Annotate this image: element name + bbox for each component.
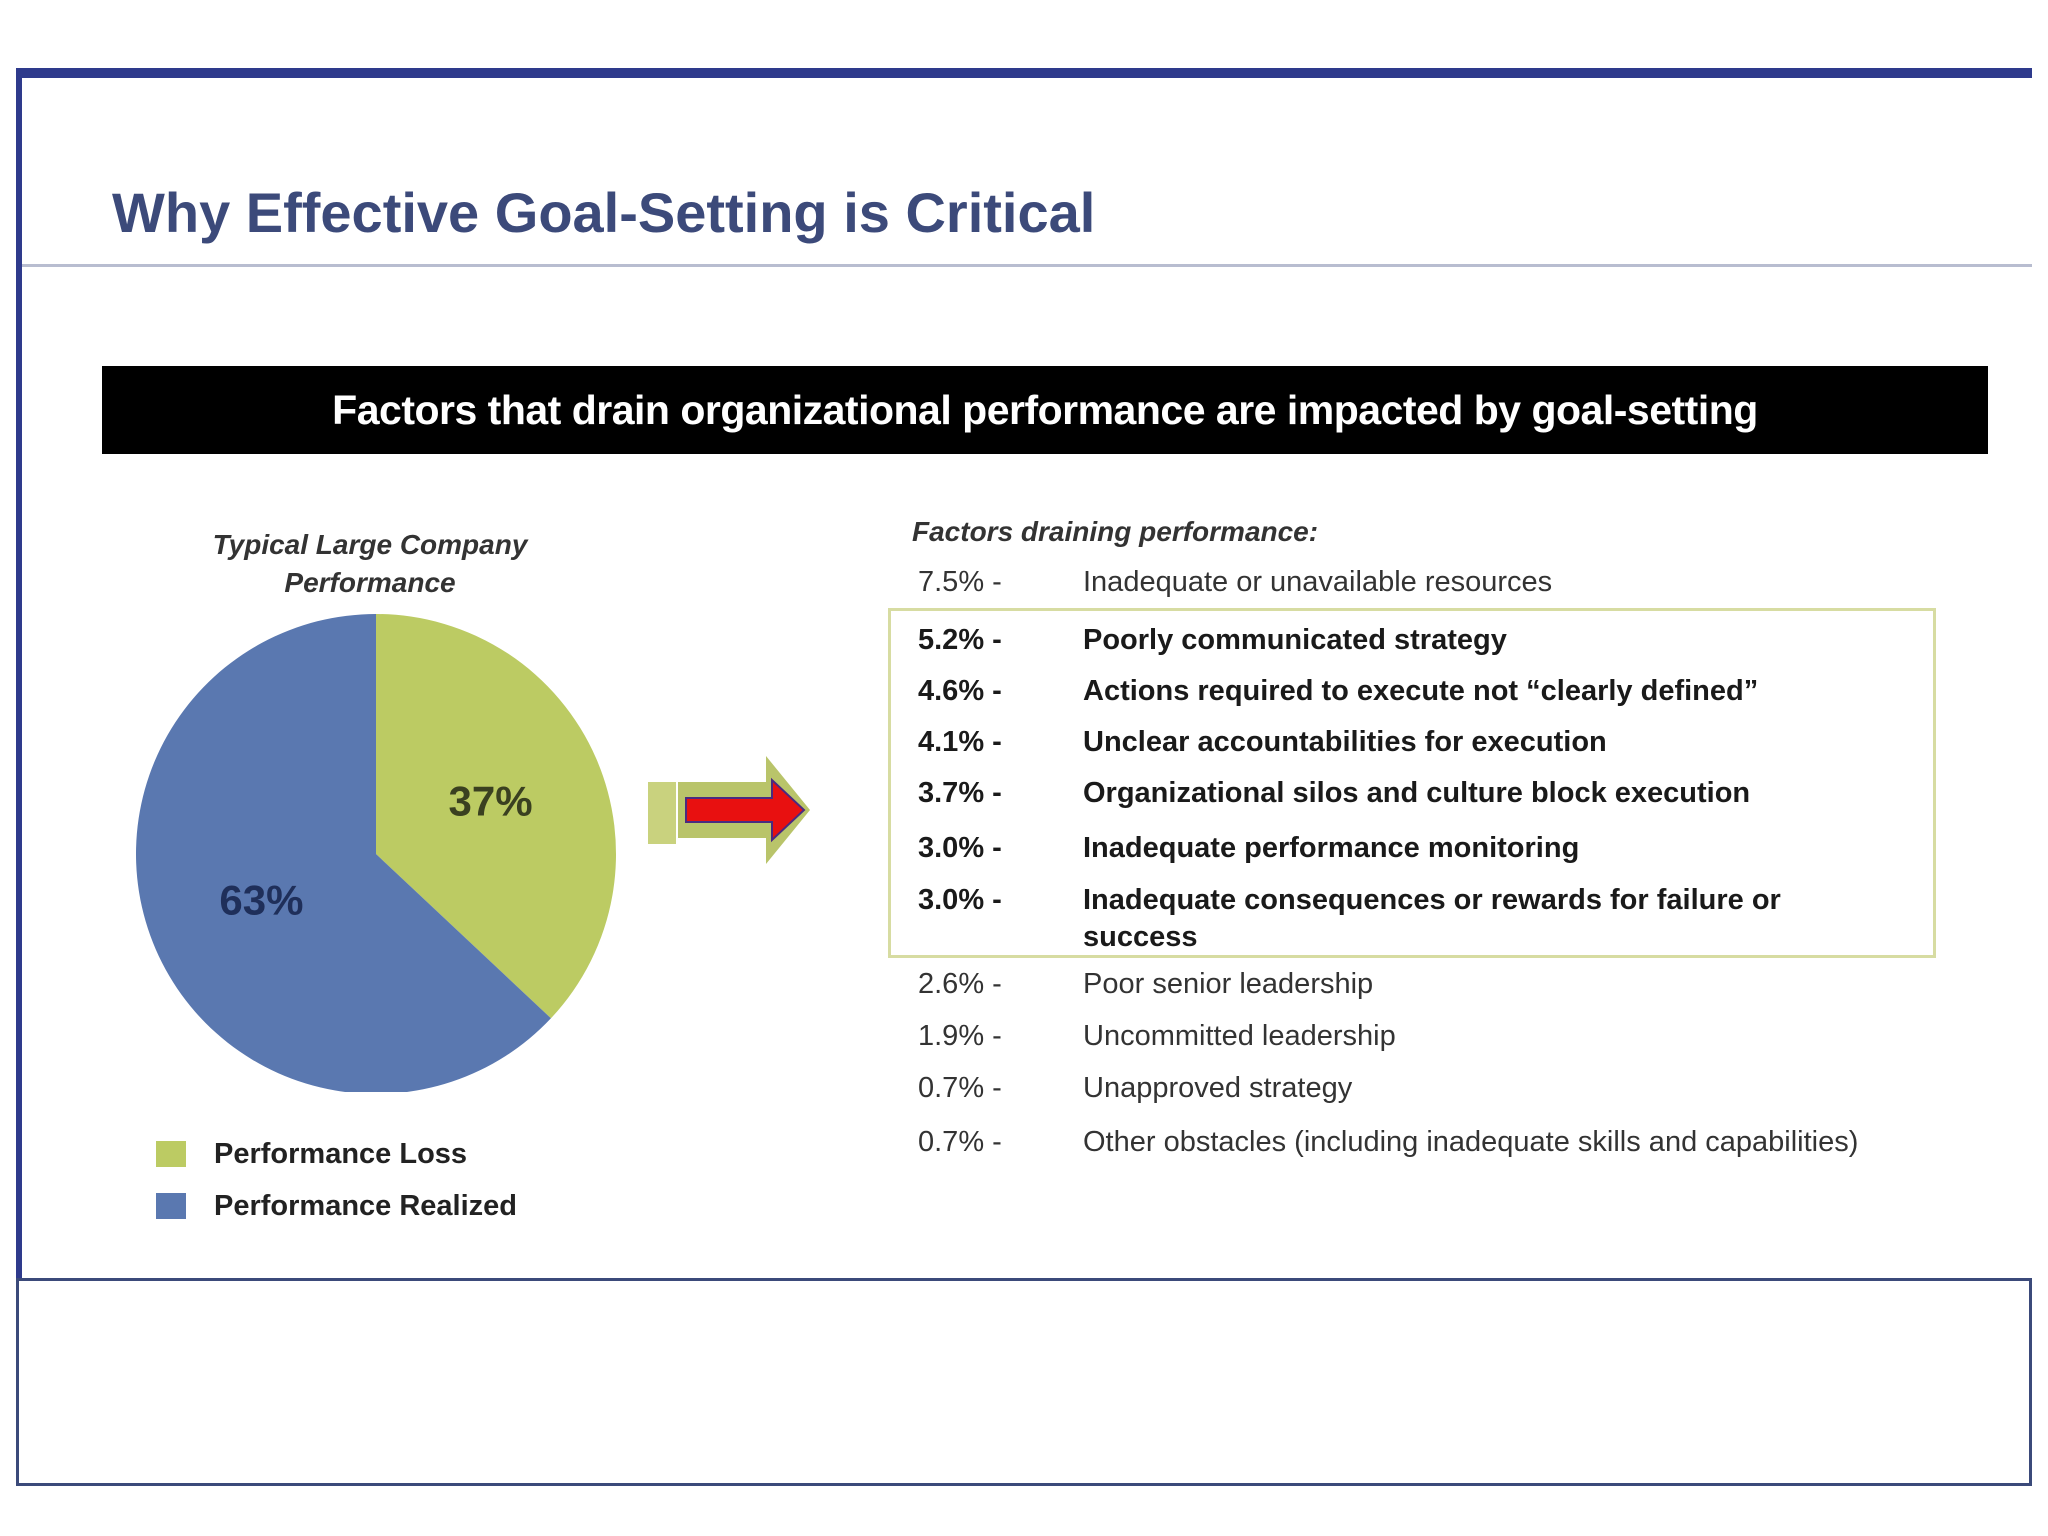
factor-row: 5.2% - Poorly communicated strategy (918, 622, 1958, 659)
factor-description: Actions required to execute not “clearly… (1083, 675, 1759, 707)
headline-banner: Factors that drain organizational perfor… (102, 366, 1988, 454)
factor-description: Organizational silos and culture block e… (1083, 777, 1751, 809)
pie-title-line-2: Performance (284, 567, 456, 598)
factor-description: Other obstacles (including inadequate sk… (1083, 1126, 1859, 1158)
factor-description: Inadequate consequences or rewards for f… (1083, 884, 1781, 953)
factor-description: Uncommitted leadership (1083, 1020, 1396, 1052)
factor-percent: 4.1% - (918, 726, 1002, 758)
pie-slice-performance-loss (376, 614, 616, 1019)
legend-swatch-loss (156, 1141, 186, 1167)
legend-swatch-realized (156, 1193, 186, 1219)
legend-item-performance-realized: Performance Realized (156, 1180, 517, 1232)
pie-data-label: 37% (449, 778, 533, 825)
factor-description: Unclear accountabilities for execution (1083, 726, 1607, 758)
factor-row: 4.6% - Actions required to execute not “c… (918, 673, 1958, 710)
factor-description: Inadequate performance monitoring (1083, 832, 1580, 864)
factor-description: Poorly communicated strategy (1083, 624, 1507, 656)
factor-row: 7.5% - Inadequate or unavailable resource… (918, 564, 1958, 601)
factor-percent: 7.5% - (918, 566, 1002, 598)
factor-percent: 0.7% - (918, 1072, 1002, 1104)
factor-percent: 5.2% - (918, 624, 1002, 656)
factor-row: 3.0% - Inadequate consequences or rewards… (918, 882, 1958, 956)
factor-percent: 2.6% - (918, 968, 1002, 1000)
arrow-tail-block (648, 782, 676, 844)
arrow-inner-shape (685, 777, 806, 843)
factor-percent: 4.6% - (918, 675, 1002, 707)
goal-setting-highlight-box (888, 608, 1936, 958)
legend-label-loss: Performance Loss (214, 1137, 468, 1170)
factor-row: 3.7% - Organizational silos and culture b… (918, 775, 1958, 812)
pie-legend: Performance Loss Performance Realized (156, 1128, 517, 1232)
factor-row: 1.9% - Uncommitted leadership (918, 1018, 1958, 1055)
factor-row: 0.7% - Unapproved strategy (918, 1070, 1958, 1107)
slide-title: Why Effective Goal-Setting is Critical (112, 181, 1096, 244)
factor-row: 2.6% - Poor senior leadership (918, 966, 1958, 1003)
performance-pie-chart: 37% 63% (136, 614, 616, 1092)
notes-box (16, 1278, 2032, 1486)
slide-frame (16, 68, 2032, 1278)
title-divider (22, 264, 2032, 267)
factor-percent: 3.7% - (918, 777, 1002, 809)
pie-chart-title: Typical Large Company Performance (150, 526, 590, 602)
factor-row: 4.1% - Unclear accountabilities for execu… (918, 724, 1958, 761)
factors-list-header: Factors draining performance: (912, 516, 1319, 547)
right-arrow-icon (648, 756, 810, 864)
pie-title-line-1: Typical Large Company (212, 529, 528, 560)
pie-slice-performance-realized (136, 614, 551, 1092)
factor-description: Inadequate or unavailable resources (1083, 566, 1553, 598)
factor-row: 3.0% - Inadequate performance monitoring (918, 830, 1958, 867)
factor-description: Poor senior leadership (1083, 968, 1374, 1000)
legend-item-performance-loss: Performance Loss (156, 1128, 517, 1180)
factor-percent: 3.0% - (918, 884, 1002, 916)
legend-label-realized: Performance Realized (214, 1189, 518, 1222)
factor-row: 0.7% - Other obstacles (including inadequ… (918, 1124, 1958, 1161)
factor-percent: 0.7% - (918, 1126, 1002, 1158)
factor-percent: 3.0% - (918, 832, 1002, 864)
factor-percent: 1.9% - (918, 1020, 1002, 1052)
pie-data-label: 63% (219, 877, 303, 924)
factor-description: Unapproved strategy (1083, 1072, 1353, 1104)
